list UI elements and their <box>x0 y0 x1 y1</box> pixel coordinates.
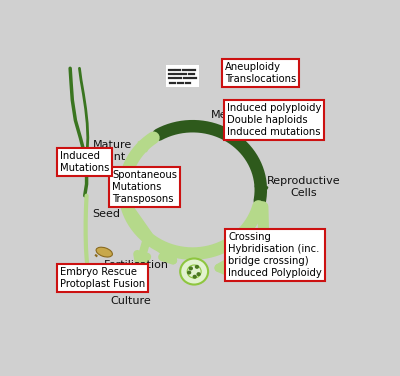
Text: Embryo Rescue
Protoplast Fusion: Embryo Rescue Protoplast Fusion <box>60 267 145 289</box>
Text: Aneuploidy
Translocations: Aneuploidy Translocations <box>225 62 296 83</box>
Ellipse shape <box>96 247 112 257</box>
Text: Seed: Seed <box>93 209 121 218</box>
FancyBboxPatch shape <box>166 65 199 87</box>
Text: Induced polyploidy
Double haploids
Induced mutations: Induced polyploidy Double haploids Induc… <box>227 103 321 137</box>
Circle shape <box>196 272 201 276</box>
Circle shape <box>187 271 191 274</box>
Circle shape <box>195 265 199 269</box>
Text: Fertilisation: Fertilisation <box>104 259 169 270</box>
Circle shape <box>180 258 208 285</box>
Text: Reproductive
Cells: Reproductive Cells <box>267 176 341 198</box>
Text: Mature
Plant: Mature Plant <box>92 139 132 162</box>
Text: Meiosis: Meiosis <box>211 110 252 120</box>
Text: Spontaneous
Mutations
Transposons: Spontaneous Mutations Transposons <box>112 170 177 204</box>
Circle shape <box>189 266 193 270</box>
Circle shape <box>192 275 197 279</box>
Text: Crossing
Hybridisation (inc.
bridge crossing)
Induced Polyploidy: Crossing Hybridisation (inc. bridge cros… <box>228 232 322 278</box>
Text: Induced
Mutations: Induced Mutations <box>60 152 109 173</box>
Text: Tissue
Culture: Tissue Culture <box>110 284 151 306</box>
